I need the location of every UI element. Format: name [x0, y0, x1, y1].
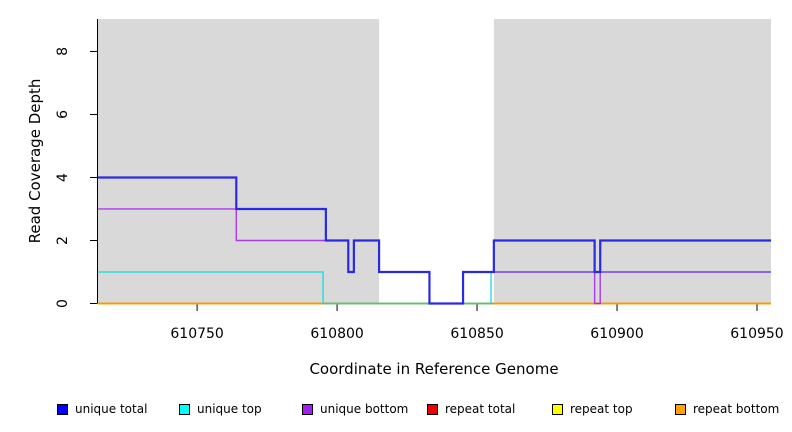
x-tick-label: 610900: [590, 326, 643, 342]
x-axis-title: Coordinate in Reference Genome: [309, 360, 558, 378]
axes: 0 2 4 6 8 610750 610800 610850 610900 610950: [55, 19, 784, 342]
shaded-regions: [98, 19, 771, 304]
shaded-region-right: [493, 19, 771, 304]
legend-swatch-repeat-top: [552, 403, 563, 415]
legend-item-unique-total: unique total: [57, 398, 147, 420]
legend-item-unique-top: unique top: [179, 398, 262, 420]
legend-label: repeat top: [570, 402, 633, 416]
legend-item-repeat-top: repeat top: [552, 398, 633, 420]
legend-label: unique total: [75, 402, 148, 416]
series-line-unique_total: [98, 176, 771, 305]
legend-label: unique bottom: [320, 402, 409, 416]
coverage-chart-canvas: 0 2 4 6 8 610750 610800 610850 610900 610950 Read…: [26, 19, 784, 378]
legend: unique total unique top unique bottom repea…: [0, 398, 792, 422]
legend-swatch-unique-top: [179, 403, 190, 415]
y-tick-label: 8: [55, 47, 71, 56]
y-tick-label: 0: [55, 299, 71, 308]
legend-item-repeat-bottom: repeat bottom: [675, 398, 779, 420]
x-tick-label: 610850: [450, 326, 503, 342]
y-tick-label: 6: [55, 110, 71, 119]
y-tick-label: 2: [55, 236, 71, 245]
legend-swatch-unique-total: [57, 403, 68, 415]
y-axis-title: Read Coverage Depth: [26, 79, 44, 244]
legend-swatch-repeat-bottom: [675, 403, 686, 415]
legend-item-unique-bottom: unique bottom: [302, 398, 408, 420]
legend-item-repeat-total: repeat total: [427, 398, 515, 420]
legend-label: unique top: [197, 402, 262, 416]
shaded-region-left: [98, 19, 380, 304]
x-tick-label: 610950: [730, 326, 783, 342]
legend-swatch-repeat-total: [427, 403, 438, 415]
y-tick-label: 4: [55, 173, 71, 182]
x-tick-label: 610800: [310, 326, 363, 342]
legend-label: repeat total: [445, 402, 516, 416]
x-tick-label: 610750: [170, 326, 223, 342]
series-lines: [98, 176, 771, 305]
legend-swatch-unique-bottom: [302, 403, 313, 415]
legend-label: repeat bottom: [693, 402, 780, 416]
